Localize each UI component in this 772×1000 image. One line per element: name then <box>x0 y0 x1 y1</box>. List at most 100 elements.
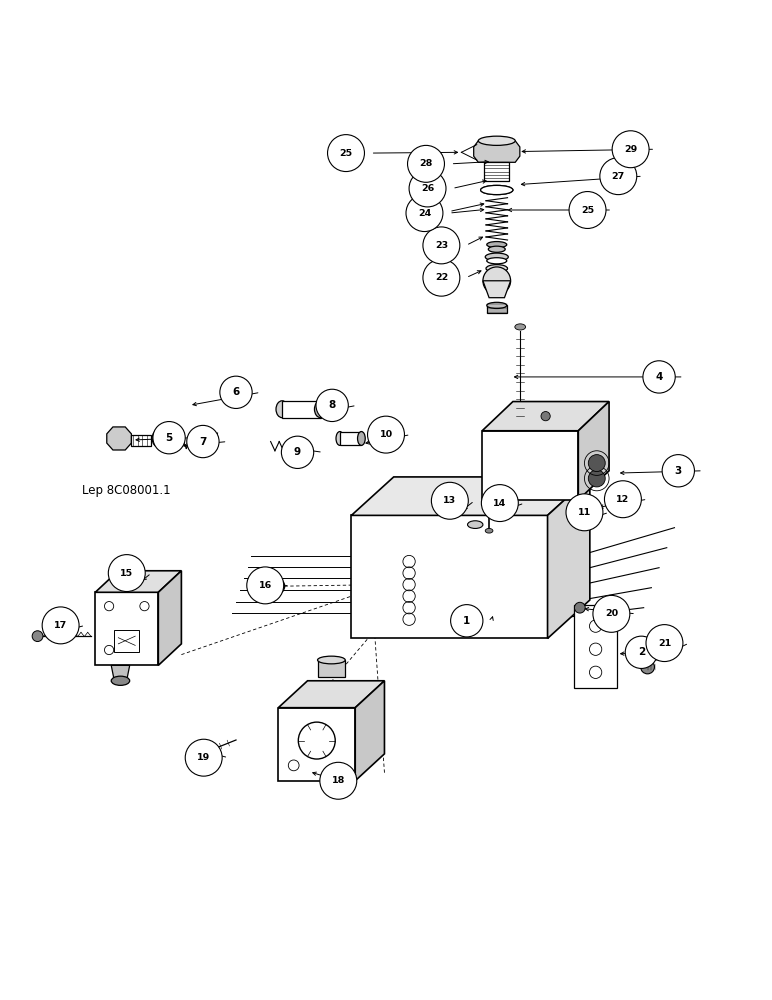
Polygon shape <box>111 665 130 681</box>
Text: 25: 25 <box>340 149 353 158</box>
Circle shape <box>185 739 222 776</box>
Polygon shape <box>355 681 384 781</box>
Ellipse shape <box>486 528 493 533</box>
Text: 27: 27 <box>611 172 625 181</box>
Circle shape <box>108 555 145 592</box>
Bar <box>340 432 361 445</box>
Polygon shape <box>351 515 547 638</box>
Bar <box>487 305 506 313</box>
Polygon shape <box>95 592 158 665</box>
Circle shape <box>604 481 642 518</box>
Ellipse shape <box>276 401 288 418</box>
Ellipse shape <box>314 401 327 418</box>
Circle shape <box>482 485 518 522</box>
Circle shape <box>566 494 603 531</box>
Circle shape <box>600 158 637 195</box>
Circle shape <box>187 425 219 458</box>
Circle shape <box>273 582 280 590</box>
Text: 3: 3 <box>675 466 682 476</box>
Circle shape <box>298 722 335 759</box>
Polygon shape <box>483 281 510 298</box>
Polygon shape <box>474 141 520 162</box>
Bar <box>317 660 345 677</box>
Polygon shape <box>578 402 609 500</box>
Ellipse shape <box>332 404 340 415</box>
Circle shape <box>582 505 598 520</box>
Text: 5: 5 <box>165 433 173 443</box>
Circle shape <box>641 660 655 674</box>
Circle shape <box>42 607 79 644</box>
Circle shape <box>432 482 469 519</box>
Text: 17: 17 <box>54 621 67 630</box>
Circle shape <box>316 389 348 422</box>
Text: 24: 24 <box>418 209 431 218</box>
Bar <box>485 162 509 181</box>
Text: 7: 7 <box>199 437 207 447</box>
Circle shape <box>320 762 357 799</box>
Circle shape <box>220 376 252 408</box>
Ellipse shape <box>486 265 507 272</box>
Text: 14: 14 <box>493 499 506 508</box>
Text: 2: 2 <box>638 647 645 657</box>
Circle shape <box>569 192 606 228</box>
Circle shape <box>247 567 283 604</box>
Text: 22: 22 <box>435 273 448 282</box>
Text: 1: 1 <box>463 616 470 626</box>
Circle shape <box>593 595 630 632</box>
Text: 10: 10 <box>379 430 393 439</box>
Text: 28: 28 <box>419 159 432 168</box>
Ellipse shape <box>481 185 513 195</box>
Bar <box>320 404 336 415</box>
Circle shape <box>574 602 585 613</box>
Polygon shape <box>482 431 578 500</box>
Circle shape <box>483 267 510 295</box>
Text: 21: 21 <box>658 639 671 648</box>
Ellipse shape <box>317 656 345 664</box>
Text: 4: 4 <box>655 372 662 382</box>
Polygon shape <box>279 708 355 781</box>
Text: 11: 11 <box>577 508 591 517</box>
Bar <box>131 435 151 446</box>
Text: 9: 9 <box>294 447 301 457</box>
Circle shape <box>662 455 695 487</box>
Circle shape <box>192 750 203 761</box>
Polygon shape <box>574 605 617 688</box>
Ellipse shape <box>487 242 506 248</box>
Ellipse shape <box>336 432 344 445</box>
Polygon shape <box>351 477 590 515</box>
Circle shape <box>367 416 405 453</box>
Circle shape <box>269 578 284 594</box>
Circle shape <box>577 516 587 527</box>
Ellipse shape <box>468 521 483 528</box>
Ellipse shape <box>486 253 508 261</box>
Polygon shape <box>547 477 590 638</box>
Circle shape <box>646 625 683 662</box>
Text: 23: 23 <box>435 241 448 250</box>
Ellipse shape <box>481 185 513 195</box>
Text: 18: 18 <box>332 776 345 785</box>
Circle shape <box>423 259 460 296</box>
Bar <box>114 630 139 652</box>
Ellipse shape <box>515 324 526 330</box>
Ellipse shape <box>489 246 505 252</box>
Text: 25: 25 <box>581 206 594 215</box>
Circle shape <box>643 361 676 393</box>
Polygon shape <box>107 427 131 450</box>
Text: 20: 20 <box>604 609 618 618</box>
Circle shape <box>423 227 460 264</box>
Circle shape <box>612 131 649 168</box>
Ellipse shape <box>487 302 506 308</box>
Text: 26: 26 <box>421 184 434 193</box>
Polygon shape <box>95 571 181 592</box>
Text: 6: 6 <box>232 387 239 397</box>
Ellipse shape <box>357 432 365 445</box>
Ellipse shape <box>487 258 506 264</box>
Text: 8: 8 <box>329 400 336 410</box>
Circle shape <box>588 455 605 472</box>
Circle shape <box>406 195 443 232</box>
Circle shape <box>153 422 185 454</box>
Text: 15: 15 <box>120 569 134 578</box>
Text: 12: 12 <box>616 495 629 504</box>
Ellipse shape <box>111 676 130 685</box>
Circle shape <box>327 135 364 172</box>
